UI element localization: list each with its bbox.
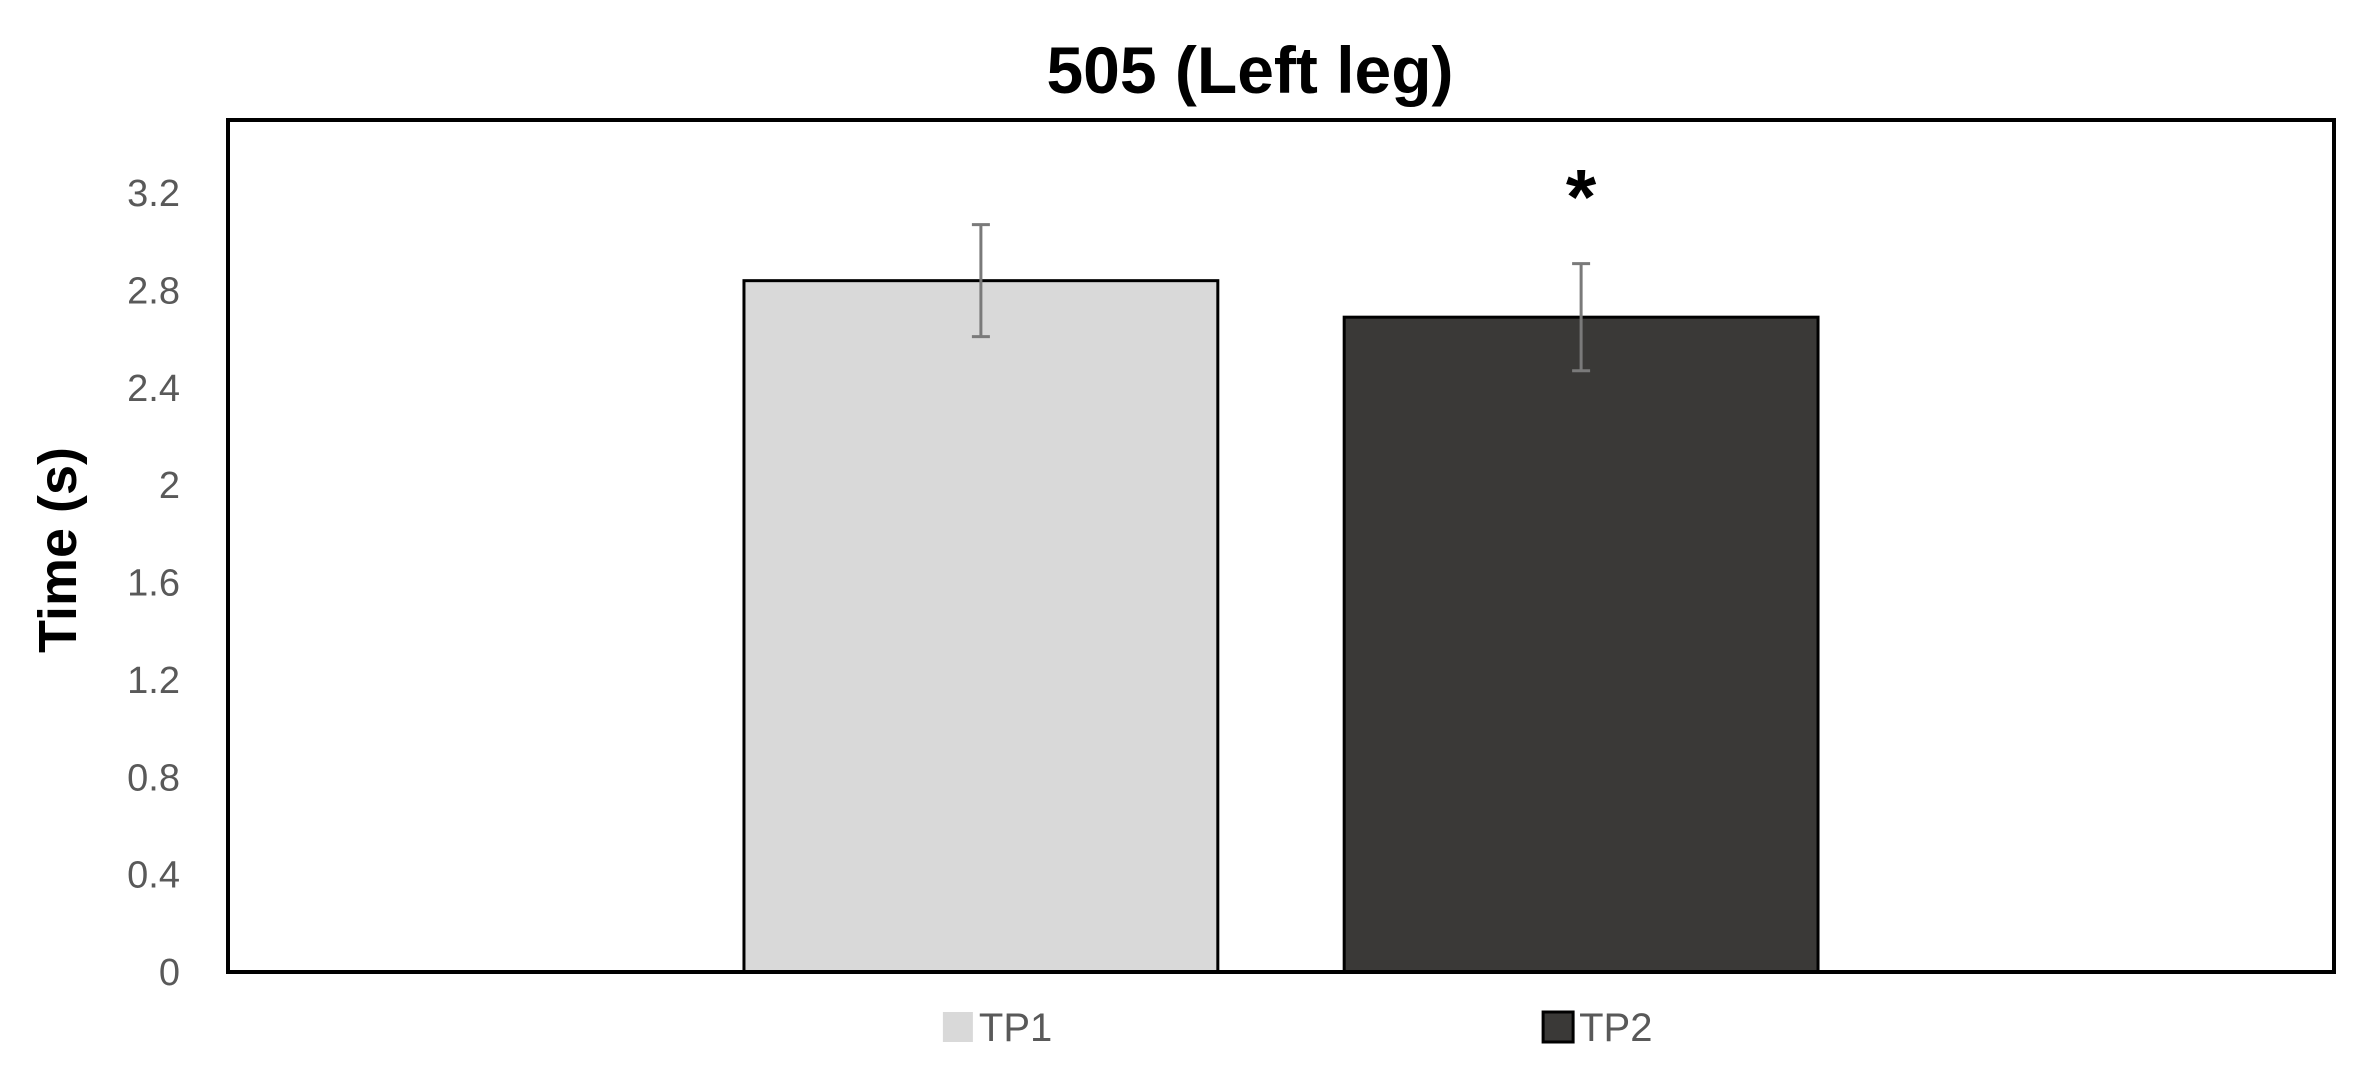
- error-bars-group: [971, 223, 1591, 373]
- y-tick-label: 0.8: [127, 757, 180, 799]
- bar-tp1: [742, 279, 1220, 974]
- error-bar-tp1: [971, 223, 990, 339]
- y-tick-label: 2.4: [127, 368, 180, 410]
- chart-title: 505 (Left leg): [1046, 33, 1453, 107]
- y-tick-label: 0.4: [127, 855, 180, 897]
- legend: TP1 TP2: [942, 1006, 1652, 1050]
- y-axis-label: Time (s): [28, 447, 88, 653]
- y-axis-ticks: 0 0.4 0.8 1.2 1.6 2 2.4 2.8 3.2: [127, 173, 180, 994]
- y-tick-label: 1.6: [127, 563, 180, 605]
- legend-swatch: [1541, 1010, 1575, 1044]
- y-tick-label: 2.8: [127, 270, 180, 312]
- bar-tp2: [1342, 315, 1820, 974]
- legend-label: TP2: [1579, 1006, 1652, 1050]
- plot-area-frame: [226, 118, 2336, 974]
- bars-group: [742, 279, 1820, 974]
- annotations-group: *: [1566, 153, 1597, 241]
- y-tick-label: 0: [159, 952, 180, 994]
- y-tick-label: 3.2: [127, 173, 180, 215]
- error-bar-tp2: [1572, 262, 1591, 373]
- y-tick-label: 1.2: [127, 660, 180, 702]
- legend-item-tp1: TP1: [942, 1006, 1052, 1050]
- legend-item-tp2: TP2: [1541, 1006, 1652, 1050]
- significance-marker: *: [1566, 153, 1597, 241]
- legend-swatch: [942, 1012, 973, 1042]
- y-tick-label: 2: [159, 465, 180, 507]
- legend-label: TP1: [979, 1006, 1052, 1050]
